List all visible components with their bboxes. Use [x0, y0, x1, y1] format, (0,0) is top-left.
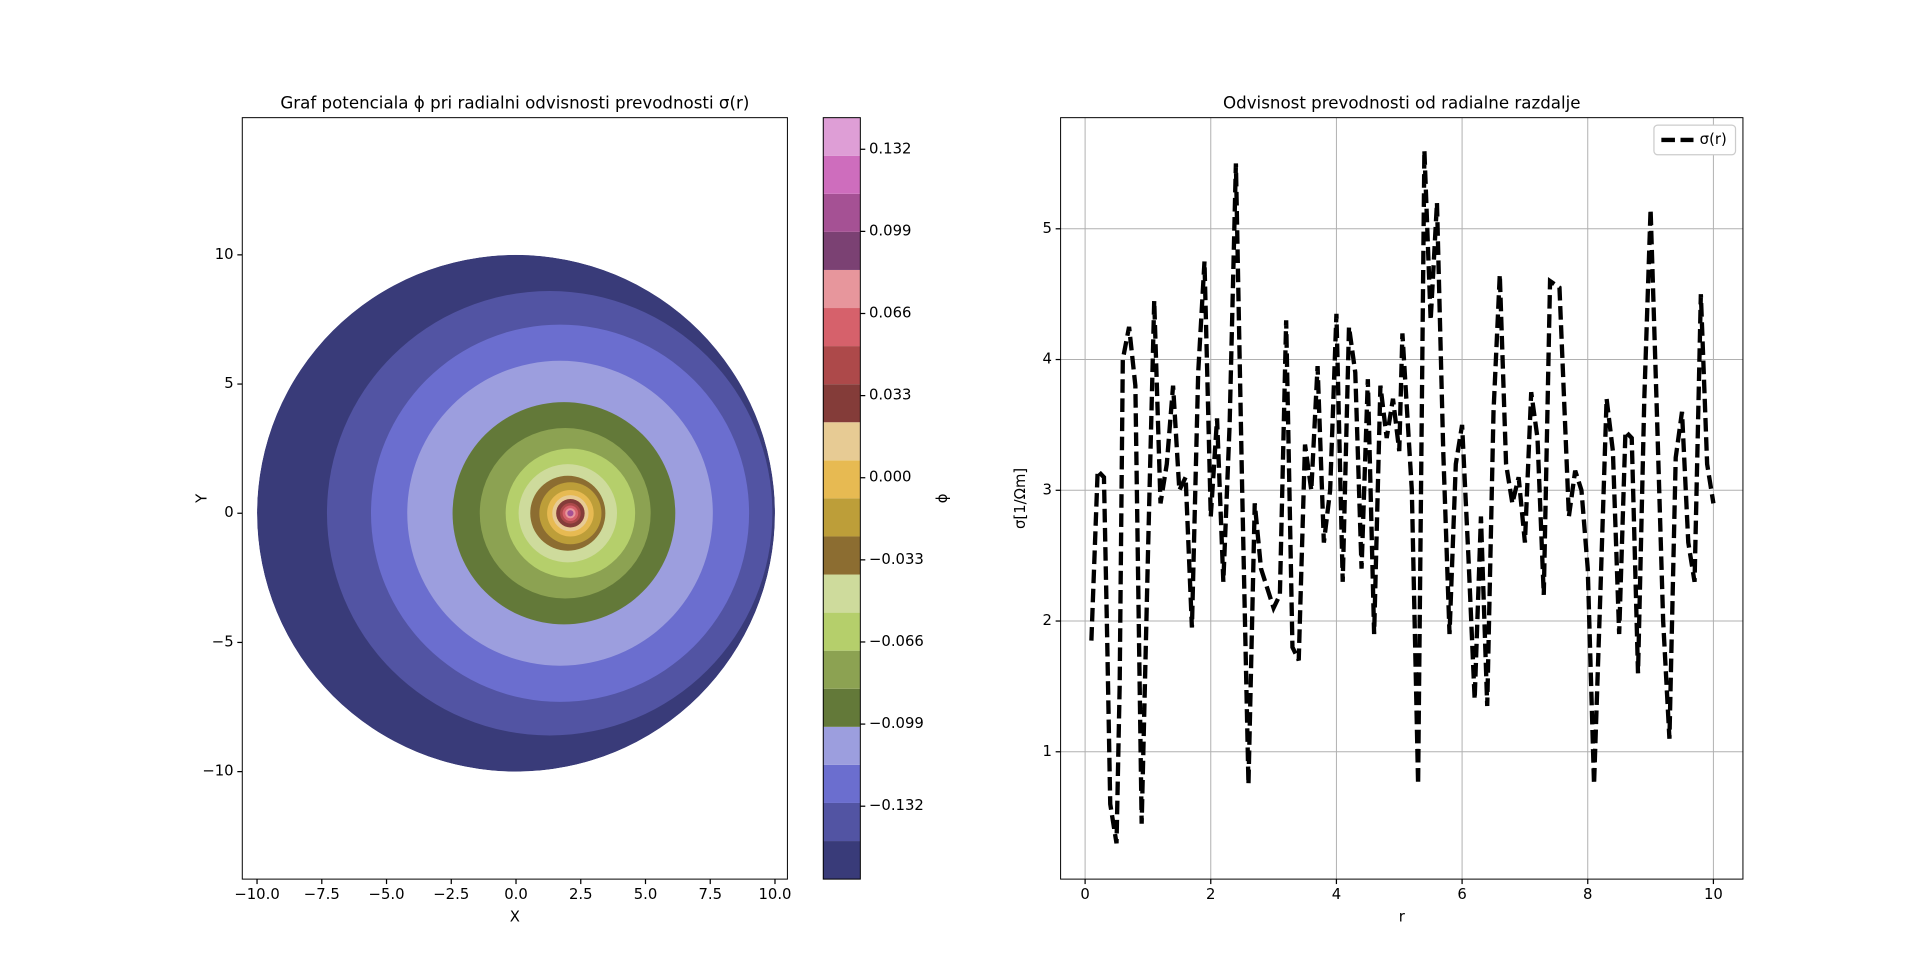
colorbar-band	[823, 650, 861, 689]
colorbar-tick-label: −0.066	[869, 633, 924, 650]
x-tick-label: 5.0	[634, 886, 658, 903]
colorbar-band	[823, 764, 861, 803]
colorbar-tick-label: −0.033	[869, 551, 924, 568]
legend-label: σ(r)	[1700, 131, 1727, 148]
x-axis-label: r	[1399, 908, 1406, 925]
x-tick-label: −10.0	[234, 886, 279, 903]
colorbar-band	[823, 422, 861, 461]
colorbar-band	[823, 688, 861, 727]
x-tick-label: 10.0	[758, 886, 791, 903]
colorbar-band	[823, 308, 861, 347]
chart-title: Graf potenciala ϕ pri radialni odvisnost…	[280, 94, 749, 113]
y-tick-label: 5	[1043, 220, 1052, 237]
x-tick-label: 7.5	[698, 886, 722, 903]
y-tick-label: 10	[215, 246, 234, 263]
colorbar-frame	[822, 117, 861, 880]
colorbar-band	[823, 574, 861, 613]
colorbar-tick-label: −0.132	[869, 797, 924, 814]
x-tick-label: −5.0	[369, 886, 405, 903]
y-tick-label: −5	[212, 633, 234, 650]
y-tick-label: 4	[1043, 351, 1052, 368]
x-tick-label: −7.5	[304, 886, 340, 903]
x-tick-label: 8	[1583, 886, 1592, 903]
colorbar-tick-label: 0.033	[869, 387, 911, 404]
colorbar-band	[823, 231, 861, 270]
colorbar-tick-label: 0.099	[869, 222, 911, 239]
contour-field	[257, 254, 775, 772]
colorbar-band	[823, 536, 861, 575]
x-tick-label: 10	[1704, 886, 1723, 903]
colorbar-band	[823, 726, 861, 765]
legend-box	[1653, 124, 1737, 156]
colorbar-band	[823, 460, 861, 499]
x-axis-label: X	[510, 908, 520, 925]
y-tick-label: −10	[202, 763, 233, 780]
colorbar-band	[823, 384, 861, 423]
colorbar-band	[823, 612, 861, 651]
colorbar-band	[823, 498, 861, 537]
y-axis-label: σ[1/Ωm]	[1012, 468, 1029, 529]
y-axis-label: Y	[194, 493, 211, 504]
colorbar-band	[823, 193, 861, 232]
chart-title: Odvisnost prevodnosti od radialne razdal…	[1223, 94, 1581, 113]
x-tick-label: 2.5	[569, 886, 593, 903]
x-tick-label: 0.0	[504, 886, 528, 903]
colorbar-band	[823, 841, 861, 880]
y-tick-label: 1	[1043, 743, 1052, 760]
contour-band	[567, 510, 574, 517]
colorbar-tick-label: 0.066	[869, 304, 911, 321]
axes-frame	[241, 117, 788, 880]
line-series	[1089, 150, 1716, 844]
colorbar-band	[823, 117, 861, 156]
colorbar-tick-label: 0.000	[869, 469, 911, 486]
colorbar-band	[823, 269, 861, 309]
colorbar-band	[823, 802, 861, 842]
colorbar-tick-label: −0.099	[869, 715, 924, 732]
axes-frame	[1060, 117, 1744, 880]
colorbar-label: ϕ	[934, 493, 951, 503]
colorbar-band	[823, 155, 861, 194]
x-tick-label: 2	[1206, 886, 1215, 903]
y-tick-label: 0	[224, 504, 233, 521]
y-tick-label: 2	[1043, 612, 1052, 629]
colorbar-band	[823, 346, 861, 385]
x-tick-label: 0	[1080, 886, 1089, 903]
x-tick-label: 4	[1332, 886, 1341, 903]
x-tick-label: −2.5	[433, 886, 469, 903]
x-tick-label: 6	[1457, 886, 1466, 903]
y-tick-label: 5	[224, 375, 233, 392]
y-tick-label: 3	[1043, 481, 1052, 498]
colorbar-tick-label: 0.132	[869, 140, 911, 157]
